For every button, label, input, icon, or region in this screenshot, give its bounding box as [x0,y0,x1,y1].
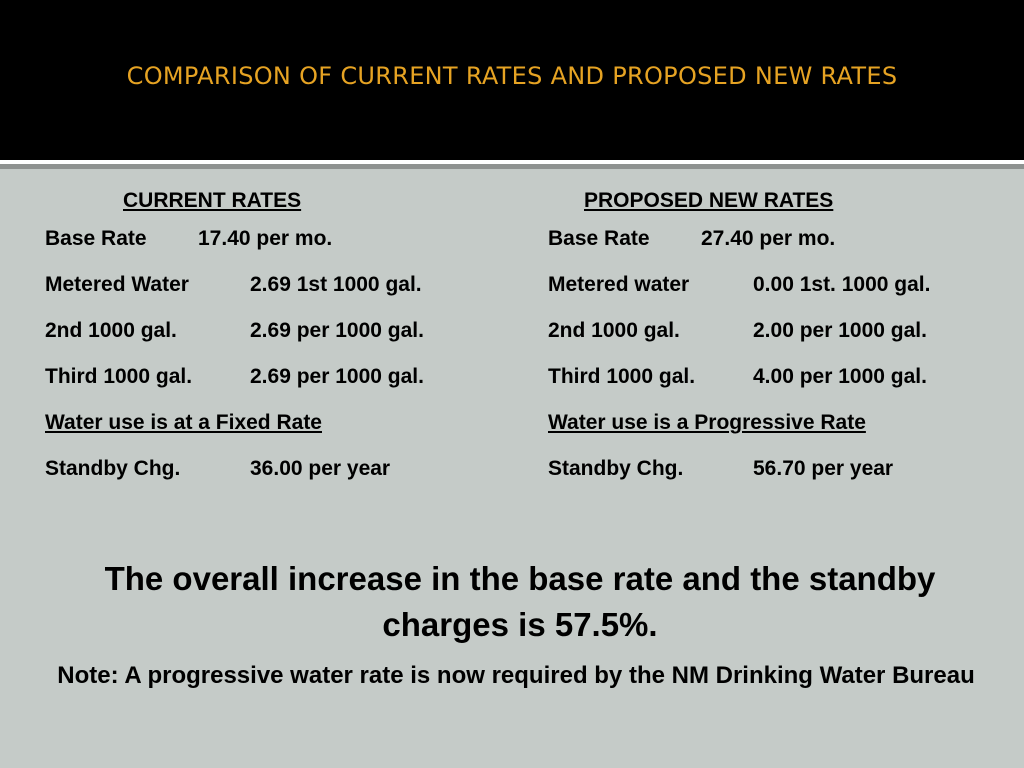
row-value: 4.00 per 1000 gal. [753,365,927,388]
row-value: 0.00 1st. 1000 gal. [753,273,931,296]
proposed-second-1000-row: 2nd 1000 gal. 2.00 per 1000 gal. [548,308,1018,354]
row-value: 17.40 per mo. [198,227,333,250]
row-label: Third 1000 gal. [45,365,193,388]
proposed-rate-type-note: Water use is a Progressive Rate [548,411,866,434]
proposed-rates-heading: PROPOSED NEW RATES [584,189,834,212]
current-rates-heading: CURRENT RATES [123,189,302,212]
footnote: Note: A progressive water rate is now re… [57,662,975,689]
row-label: Standby Chg. [548,457,684,480]
row-label: 2nd 1000 gal. [548,319,680,342]
proposed-metered-water-row: Metered water 0.00 1st. 1000 gal. [548,262,1018,308]
row-value: 2.69 per 1000 gal. [250,365,424,388]
row-value: 2.69 1st 1000 gal. [250,273,422,296]
row-label: Standby Chg. [45,457,181,480]
proposed-standby-row: Standby Chg. 56.70 per year [548,446,1018,492]
summary-statement: The overall increase in the base rate an… [104,560,936,643]
header-divider [0,160,1024,164]
current-standby-row: Standby Chg. 36.00 per year [45,446,515,492]
row-value: 36.00 per year [250,457,391,480]
current-rate-type-note: Water use is at a Fixed Rate [45,411,322,434]
current-rates-column: CURRENT RATES Base Rate 17.40 per mo. Met… [45,186,515,492]
row-label: Base Rate [548,227,650,250]
row-value: 27.40 per mo. [701,227,836,250]
row-label: Metered water [548,273,690,296]
row-label: Third 1000 gal. [548,365,696,388]
row-value: 2.69 per 1000 gal. [250,319,424,342]
current-third-1000-row: Third 1000 gal. 2.69 per 1000 gal. [45,354,515,400]
proposed-rates-column: PROPOSED NEW RATES Base Rate 27.40 per mo… [548,186,1018,492]
header-divider-shadow [0,164,1024,169]
current-base-rate-row: Base Rate 17.40 per mo. [45,216,515,262]
current-second-1000-row: 2nd 1000 gal. 2.69 per 1000 gal. [45,308,515,354]
row-value: 56.70 per year [753,457,894,480]
row-value: 2.00 per 1000 gal. [753,319,927,342]
slide-header: COMPARISON OF CURRENT RATES AND PROPOSED… [0,0,1024,160]
slide-title: COMPARISON OF CURRENT RATES AND PROPOSED… [126,62,898,90]
current-metered-water-row: Metered Water 2.69 1st 1000 gal. [45,262,515,308]
row-label: Base Rate [45,227,147,250]
row-label: 2nd 1000 gal. [45,319,177,342]
proposed-third-1000-row: Third 1000 gal. 4.00 per 1000 gal. [548,354,1018,400]
proposed-base-rate-row: Base Rate 27.40 per mo. [548,216,1018,262]
row-label: Metered Water [45,273,189,296]
